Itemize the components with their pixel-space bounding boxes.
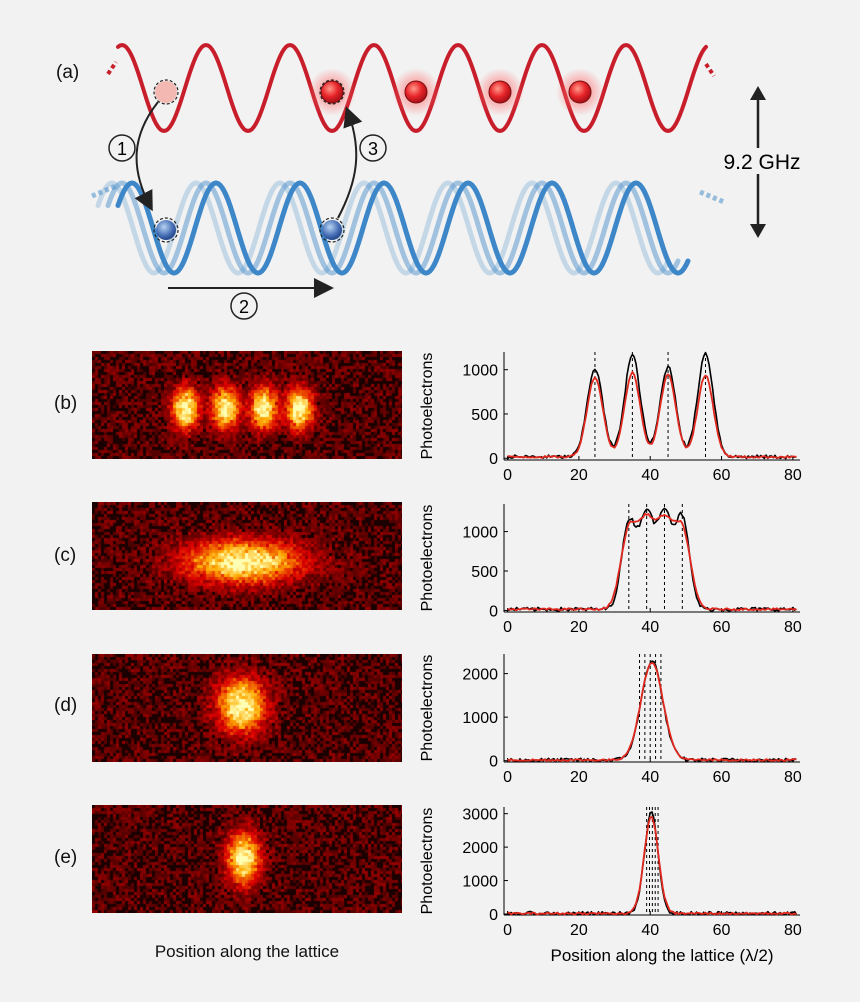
x-tick-label: 80 bbox=[784, 922, 802, 939]
y-tick-label: 500 bbox=[471, 407, 498, 424]
step-3-arrow bbox=[337, 106, 363, 219]
x-tick-label: 20 bbox=[570, 922, 588, 939]
blue-lattice-potential bbox=[115, 180, 691, 276]
x-axis-label: Position along the lattice (λ/2) bbox=[550, 946, 773, 965]
red-atom bbox=[488, 80, 512, 104]
blue-lattice-end-right bbox=[699, 189, 725, 205]
x-tick-label: 0 bbox=[503, 769, 512, 786]
step-1-marker bbox=[108, 134, 136, 162]
y-axis-label: Photoelectrons bbox=[419, 808, 436, 915]
fluorescence-image-e bbox=[92, 805, 402, 913]
lattice-schematic: 1 2 3 9.2 GHz bbox=[91, 42, 802, 320]
red-atom bbox=[568, 80, 592, 104]
x-tick-label: 40 bbox=[641, 769, 659, 786]
red-atom bbox=[404, 80, 428, 104]
y-axis-label: Photoelectrons bbox=[419, 505, 436, 612]
x-tick-label: 80 bbox=[784, 467, 802, 484]
site-outline bbox=[153, 217, 179, 243]
x-tick-label: 40 bbox=[641, 619, 659, 636]
blue-lattice-potential-mid bbox=[105, 180, 681, 276]
blue-atom bbox=[156, 220, 176, 240]
x-tick-label: 0 bbox=[503, 619, 512, 636]
data-series-red bbox=[507, 816, 797, 916]
site-outline bbox=[319, 217, 345, 243]
panel-label-e: (e) bbox=[54, 847, 78, 868]
x-tick-label: 0 bbox=[503, 922, 512, 939]
panel-label-d: (d) bbox=[54, 695, 78, 716]
data-series-red bbox=[507, 371, 797, 459]
profile-chart-c: 0 500 1000 0 20 40 60 80 Photoelectrons bbox=[419, 504, 802, 636]
y-tick-label: 1000 bbox=[462, 525, 498, 542]
fluorescence-image-c bbox=[92, 502, 402, 610]
x-tick-label: 80 bbox=[784, 619, 802, 636]
panel-label-a: (a) bbox=[56, 62, 80, 83]
step-1-label: 1 bbox=[117, 139, 127, 159]
x-tick-label: 40 bbox=[641, 467, 659, 484]
y-tick-label: 1000 bbox=[462, 363, 498, 380]
x-tick-label: 40 bbox=[641, 922, 659, 939]
y-tick-label: 0 bbox=[489, 907, 498, 924]
x-tick-label: 80 bbox=[784, 769, 802, 786]
data-series-black bbox=[507, 507, 797, 612]
frequency-label-bg bbox=[722, 148, 802, 174]
profile-chart-d: 0 1000 2000 0 20 40 60 80 Photoelectrons bbox=[419, 654, 802, 786]
data-series-black bbox=[507, 660, 797, 763]
fluorescence-image-d bbox=[92, 654, 402, 762]
step-1-arrow bbox=[134, 101, 159, 212]
red-atom-faded bbox=[155, 81, 177, 103]
x-tick-label: 0 bbox=[503, 467, 512, 484]
frequency-label: 9.2 GHz bbox=[723, 151, 800, 174]
red-lattice-end-right bbox=[704, 62, 716, 78]
y-tick-label: 0 bbox=[489, 451, 498, 468]
y-tick-label: 0 bbox=[489, 603, 498, 620]
data-series-red bbox=[507, 512, 797, 612]
step-3-marker bbox=[359, 134, 387, 162]
data-series-black bbox=[506, 811, 798, 916]
red-lattice-end-left bbox=[106, 60, 118, 76]
frequency-arrow-bottom bbox=[750, 224, 766, 238]
x-tick-label: 60 bbox=[713, 467, 731, 484]
step-3-label: 3 bbox=[368, 139, 378, 159]
y-tick-label: 500 bbox=[471, 564, 498, 581]
blue-lattice-end-left bbox=[91, 183, 117, 199]
fluorescence-image-b bbox=[92, 351, 402, 459]
x-tick-label: 20 bbox=[570, 769, 588, 786]
x-tick-label: 20 bbox=[570, 467, 588, 484]
site-outline bbox=[153, 79, 179, 105]
y-tick-label: 0 bbox=[489, 754, 498, 771]
red-atom bbox=[320, 80, 344, 104]
x-tick-label: 60 bbox=[713, 769, 731, 786]
step-2-marker bbox=[230, 292, 258, 320]
y-tick-label: 2000 bbox=[462, 840, 498, 857]
x-tick-label: 60 bbox=[713, 922, 731, 939]
panel-label-c: (c) bbox=[54, 545, 77, 566]
site-outline bbox=[319, 79, 345, 105]
y-tick-label: 2000 bbox=[462, 667, 498, 684]
red-lattice-potential bbox=[116, 42, 708, 134]
y-axis-label: Photoelectrons bbox=[419, 353, 436, 460]
image-xlabel: Position along the lattice bbox=[154, 942, 340, 961]
frequency-arrow-top bbox=[750, 86, 766, 100]
y-tick-label: 1000 bbox=[462, 710, 498, 727]
data-series-red bbox=[506, 662, 797, 762]
y-tick-label: 1000 bbox=[462, 874, 498, 891]
y-axis-label: Photoelectrons bbox=[419, 655, 436, 762]
x-tick-label: 20 bbox=[570, 619, 588, 636]
panel-label-b: (b) bbox=[54, 393, 78, 414]
blue-lattice-potential-faint bbox=[95, 180, 671, 276]
x-tick-label: 60 bbox=[713, 619, 731, 636]
y-tick-label: 3000 bbox=[462, 807, 498, 824]
profile-chart-b: 0 500 1000 0 20 40 60 80 Photoelectrons bbox=[419, 351, 802, 484]
blue-atom bbox=[322, 220, 342, 240]
profile-chart-e: 0 1000 2000 3000 0 20 40 60 80 Photoelectrons Posi… bbox=[419, 807, 802, 965]
step-2-label: 2 bbox=[239, 297, 249, 317]
